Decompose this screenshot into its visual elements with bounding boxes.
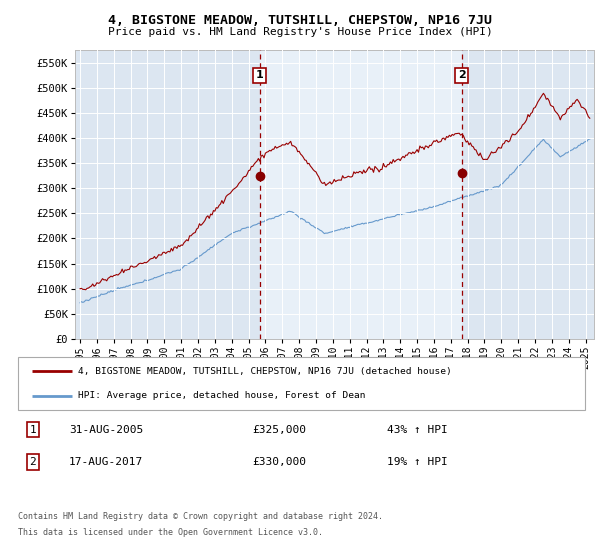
Text: 2: 2 [458,71,466,81]
FancyBboxPatch shape [18,357,585,410]
Text: HPI: Average price, detached house, Forest of Dean: HPI: Average price, detached house, Fore… [77,391,365,400]
Text: 43% ↑ HPI: 43% ↑ HPI [387,424,448,435]
Text: Contains HM Land Registry data © Crown copyright and database right 2024.: Contains HM Land Registry data © Crown c… [18,512,383,521]
Text: 4, BIGSTONE MEADOW, TUTSHILL, CHEPSTOW, NP16 7JU: 4, BIGSTONE MEADOW, TUTSHILL, CHEPSTOW, … [108,14,492,27]
Text: 19% ↑ HPI: 19% ↑ HPI [387,457,448,467]
Text: 1: 1 [256,71,263,81]
Text: 31-AUG-2005: 31-AUG-2005 [69,424,143,435]
Text: 17-AUG-2017: 17-AUG-2017 [69,457,143,467]
Text: 1: 1 [29,424,37,435]
Bar [260,50,461,339]
Text: 2: 2 [29,457,37,467]
Text: 4, BIGSTONE MEADOW, TUTSHILL, CHEPSTOW, NP16 7JU (detached house): 4, BIGSTONE MEADOW, TUTSHILL, CHEPSTOW, … [77,367,451,376]
Text: £330,000: £330,000 [252,457,306,467]
Text: Price paid vs. HM Land Registry's House Price Index (HPI): Price paid vs. HM Land Registry's House … [107,27,493,37]
Text: £325,000: £325,000 [252,424,306,435]
Text: This data is licensed under the Open Government Licence v3.0.: This data is licensed under the Open Gov… [18,528,323,536]
